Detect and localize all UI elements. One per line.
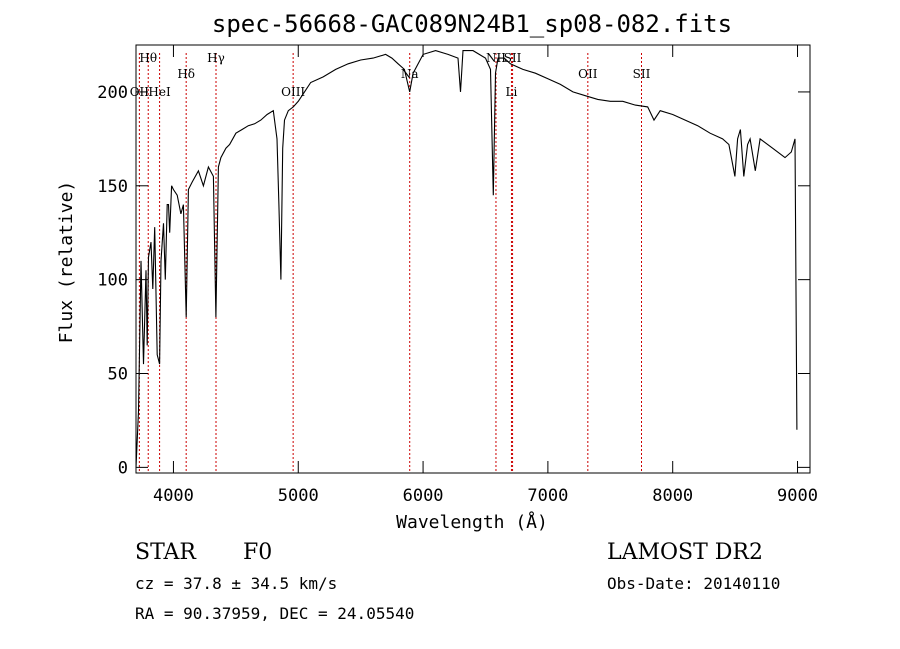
x-tick-label: 4000 <box>153 486 194 506</box>
survey-name: LAMOST DR2 <box>607 540 763 565</box>
y-tick-label: 200 <box>97 83 128 103</box>
x-axis-ticks: 4000 5000 6000 7000 8000 9000 <box>153 45 818 506</box>
y-tick-label: 50 <box>108 365 128 385</box>
spectral-line-label: Hδ <box>177 67 195 81</box>
spectrum-line <box>135 50 798 468</box>
x-tick-label: 7000 <box>527 486 568 506</box>
coords-text: RA = 90.37959, DEC = 24.05540 <box>135 604 414 623</box>
y-tick-label: 100 <box>97 271 128 291</box>
obs-date-text: Obs-Date: 20140110 <box>607 574 780 593</box>
x-tick-label: 6000 <box>403 486 444 506</box>
spectral-line-label: NII <box>486 51 506 65</box>
spectral-line-label: OIII <box>281 85 305 99</box>
spectral-line-label: SII <box>633 67 651 81</box>
spectral-line-label: Hγ <box>207 51 225 65</box>
spectral-line-label: Li <box>506 85 518 99</box>
x-tick-label: 5000 <box>278 486 319 506</box>
y-tick-label: 150 <box>97 177 128 197</box>
y-tick-label: 0 <box>118 458 128 478</box>
y-axis-label: Flux (relative) <box>56 181 77 344</box>
spectral-line-markers <box>138 53 642 473</box>
plot-frame <box>135 44 811 474</box>
subclass: F0 <box>243 540 272 565</box>
spectral-line-label: OII <box>578 67 598 81</box>
object-type: STAR <box>135 540 197 565</box>
spectral-line-label: Hθ <box>139 51 157 65</box>
y-axis-ticks: 0 50 100 150 200 <box>97 83 810 478</box>
x-tick-label: 8000 <box>652 486 693 506</box>
x-tick-label: 9000 <box>777 486 818 506</box>
redshift-text: cz = 37.8 ± 34.5 km/s <box>135 574 337 593</box>
spectral-line-label: SII <box>504 51 522 65</box>
x-axis-label: Wavelength (Å) <box>396 511 548 533</box>
spectral-line-label: HeI <box>148 85 171 99</box>
chart-title: spec-56668-GAC089N24B1_sp08-082.fits <box>212 10 732 38</box>
